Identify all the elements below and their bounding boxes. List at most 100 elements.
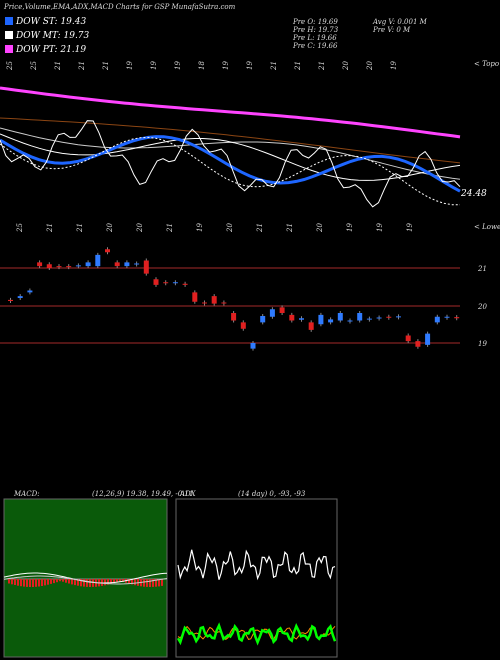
candle-body bbox=[386, 316, 392, 318]
top-date-label: 19 bbox=[246, 61, 254, 70]
candle-body bbox=[396, 316, 401, 318]
bottom-date-label: 20 bbox=[106, 223, 114, 233]
ema-brown-line bbox=[0, 117, 461, 164]
top-date-label: 21 bbox=[102, 61, 110, 71]
adx-minus-di-line bbox=[177, 625, 336, 641]
bottom-date-label: 21 bbox=[46, 223, 54, 233]
top-date-label: 20 bbox=[342, 61, 350, 71]
candle-body bbox=[95, 254, 101, 267]
top-date-label: 19 bbox=[390, 61, 398, 70]
top-date-label: 21 bbox=[54, 61, 62, 71]
candle-body bbox=[192, 292, 198, 302]
bottom-date-label: 21 bbox=[256, 223, 264, 233]
macd-histogram-bar bbox=[146, 579, 148, 587]
macd-histogram-bar bbox=[74, 579, 76, 586]
macd-histogram-bar bbox=[158, 579, 160, 587]
top-date-label: 19 bbox=[222, 61, 230, 70]
lower-label: < Lower bbox=[474, 223, 500, 231]
top-date-label: 18 bbox=[198, 61, 206, 70]
candle-body bbox=[434, 316, 440, 323]
bottom-date-label: 21 bbox=[166, 223, 174, 233]
candle-body bbox=[308, 322, 314, 330]
macd-histogram-bar bbox=[26, 579, 28, 587]
macd-histogram-bar bbox=[56, 579, 58, 583]
chart-title: Price,Volume,EMA,ADX,MACD Charts for GSP… bbox=[4, 3, 236, 11]
macd-lines bbox=[3, 572, 168, 587]
legend-swatch-pt bbox=[5, 45, 13, 53]
top-date-label: 21 bbox=[78, 61, 86, 71]
macd-histogram-bar bbox=[11, 579, 13, 585]
top-date-label: 21 bbox=[294, 61, 302, 71]
top-date-label: 25 bbox=[30, 61, 38, 71]
bottom-date-label: 19 bbox=[376, 223, 384, 232]
macd-histogram-bar bbox=[44, 579, 46, 586]
bottom-date-label: 21 bbox=[76, 223, 84, 233]
macd-histogram-bar bbox=[86, 579, 88, 587]
legend-swatch-mt bbox=[5, 31, 13, 39]
macd-histogram-bar bbox=[29, 579, 31, 587]
legend-st: DOW ST: 19.43 bbox=[5, 17, 86, 27]
macd-histogram-bar bbox=[17, 579, 19, 586]
macd-histogram-bar bbox=[152, 579, 154, 587]
macd-histogram-bar bbox=[38, 579, 40, 587]
legend-label-mt: DOW MT: 19.73 bbox=[16, 31, 90, 41]
bottom-date-label: 19 bbox=[406, 223, 414, 232]
macd-histogram-bar bbox=[128, 579, 130, 584]
candle-body bbox=[279, 307, 285, 313]
candle-body bbox=[269, 309, 275, 317]
legend-swatch-st bbox=[5, 17, 13, 25]
top-date-label: 21 bbox=[270, 61, 278, 71]
macd-histogram-bar bbox=[119, 579, 121, 582]
adx-params: (14 day) 0, -93, -93 bbox=[238, 490, 306, 498]
top-date-label: 20 bbox=[366, 61, 374, 71]
macd-histogram-bar bbox=[104, 579, 106, 586]
candle-body bbox=[17, 296, 23, 298]
legend-label-st: DOW ST: 19.43 bbox=[16, 17, 87, 27]
candle-body bbox=[143, 260, 149, 274]
candle-body bbox=[415, 341, 421, 347]
top-date-label: 25 bbox=[6, 61, 14, 71]
macd-histogram-bar bbox=[23, 579, 25, 587]
macd-histogram-bar bbox=[149, 579, 151, 587]
bottom-date-label: 20 bbox=[226, 223, 234, 233]
macd-histogram-bar bbox=[116, 579, 118, 583]
level-label-21: 21 bbox=[477, 265, 487, 273]
bottom-date-label: 20 bbox=[136, 223, 144, 233]
top-date-label: 19 bbox=[126, 61, 134, 70]
candle-body bbox=[318, 314, 324, 325]
macd-histogram-bar bbox=[107, 579, 109, 585]
macd-histogram-bar bbox=[32, 579, 34, 587]
ema-lines bbox=[0, 86, 461, 208]
macd-histogram-bar bbox=[65, 579, 67, 583]
candle-body bbox=[328, 319, 334, 323]
level-label-19: 19 bbox=[478, 340, 487, 348]
top-date-labels: 25 25 21 21 21 19 19 19 18 19 19 21 21 21 20 20 19 bbox=[6, 61, 398, 71]
candle-body bbox=[240, 322, 246, 329]
candlesticks bbox=[8, 247, 460, 351]
macd-histogram-bar bbox=[92, 579, 94, 587]
candle-body bbox=[260, 316, 266, 323]
topo-label: < Topo bbox=[474, 60, 499, 68]
stat-high: Pre H: 19.73 bbox=[293, 26, 339, 34]
candle-body bbox=[250, 343, 256, 349]
candle-body bbox=[299, 318, 304, 320]
candle-body bbox=[46, 264, 52, 268]
candle-body bbox=[124, 262, 130, 267]
top-date-label: 19 bbox=[174, 61, 182, 70]
top-date-label: 19 bbox=[150, 61, 158, 70]
candle-body bbox=[405, 335, 411, 342]
ema-long-line bbox=[0, 86, 461, 139]
candle-body bbox=[85, 262, 91, 267]
candle-body bbox=[114, 262, 120, 267]
ema-mid-line bbox=[0, 133, 461, 181]
adx-plus-di-line bbox=[176, 622, 337, 646]
macd-histogram-bar bbox=[77, 579, 79, 586]
macd-histogram-bar bbox=[53, 579, 55, 584]
candle-body bbox=[211, 296, 217, 304]
ema-short-line bbox=[0, 135, 461, 193]
macd-histogram-bar bbox=[161, 579, 163, 586]
level-label-20: 20 bbox=[477, 303, 487, 311]
top-date-label: 21 bbox=[318, 61, 326, 71]
macd-histogram-bar bbox=[47, 579, 49, 585]
